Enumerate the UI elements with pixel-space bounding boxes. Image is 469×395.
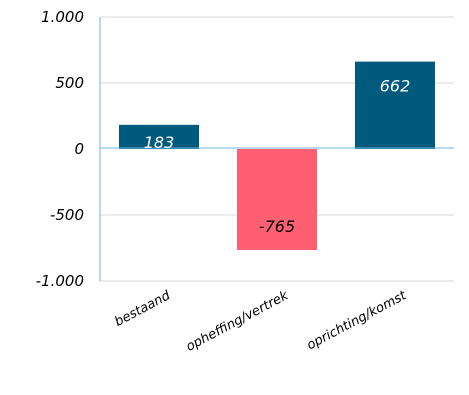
- y-tick-label: 0: [74, 140, 84, 158]
- x-category-label: opheffing/vertrek: [184, 288, 292, 355]
- data-label: 662: [380, 77, 411, 96]
- data-label: 183: [144, 133, 175, 152]
- x-category-label: oprichting/komst: [305, 288, 410, 353]
- x-category-label: bestaand: [112, 288, 173, 330]
- bar-opheffing-vertrek: [237, 149, 317, 250]
- y-tick-label: -500: [50, 206, 84, 224]
- data-label: -765: [259, 217, 295, 236]
- x-category-labels: bestaand opheffing/vertrek oprichting/koms…: [112, 288, 409, 355]
- y-tick-label: 1.000: [41, 8, 84, 26]
- data-labels: 183 -765 662: [144, 77, 411, 236]
- bars: [119, 61, 435, 250]
- y-tick-label: 500: [55, 74, 84, 92]
- axes: [99, 17, 454, 281]
- y-tick-labels: 1.000 500 0 -500 -1.000: [36, 8, 84, 290]
- bar-oprichting-komst: [355, 61, 435, 150]
- bar-bestaand: [119, 124, 199, 149]
- y-tick-label: -1.000: [36, 272, 84, 290]
